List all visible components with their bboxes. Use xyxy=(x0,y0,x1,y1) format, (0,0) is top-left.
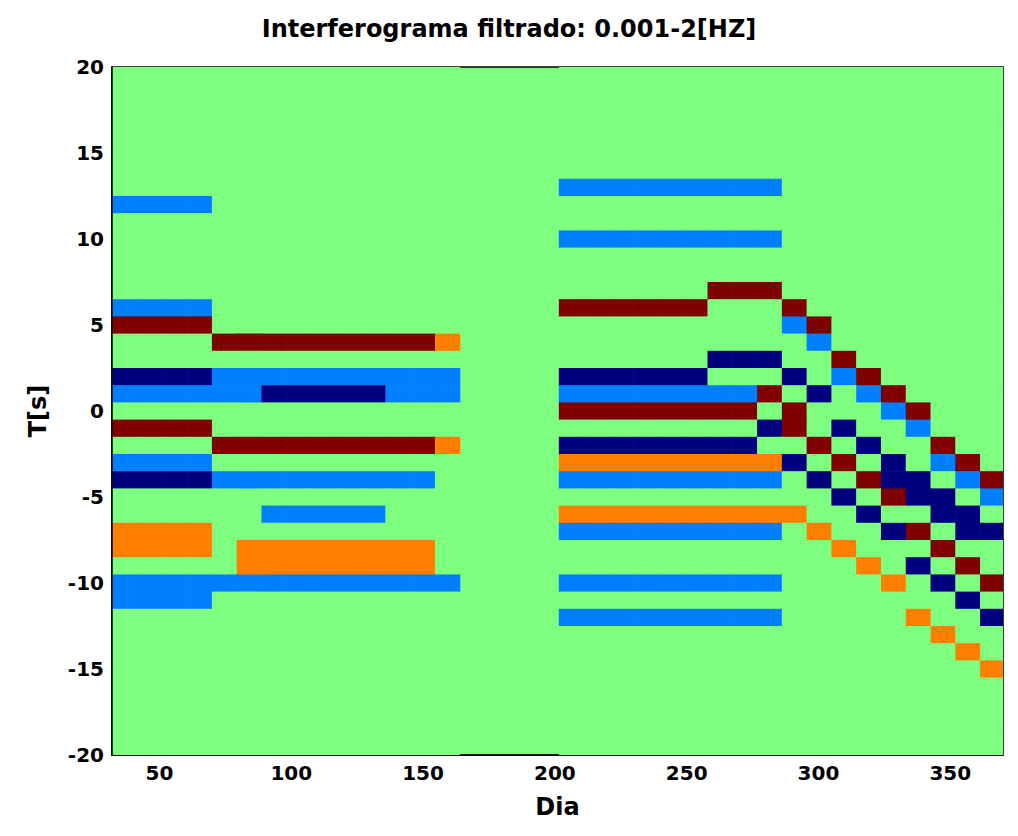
svg-text:350: 350 xyxy=(929,761,971,785)
svg-text:-10: -10 xyxy=(68,571,104,595)
svg-text:300: 300 xyxy=(798,761,840,785)
svg-text:-5: -5 xyxy=(82,485,104,509)
svg-text:5: 5 xyxy=(90,313,104,337)
svg-text:0: 0 xyxy=(90,399,104,423)
svg-text:150: 150 xyxy=(402,761,444,785)
svg-text:-15: -15 xyxy=(68,657,104,681)
svg-text:100: 100 xyxy=(270,761,312,785)
svg-text:Interferograma filtrado: 0.001: Interferograma filtrado: 0.001-2[HZ] xyxy=(262,15,757,43)
svg-text:-20: -20 xyxy=(68,743,104,767)
svg-text:10: 10 xyxy=(76,227,104,251)
svg-text:50: 50 xyxy=(146,761,174,785)
svg-text:20: 20 xyxy=(76,55,104,79)
svg-text:Dia: Dia xyxy=(535,793,579,821)
svg-text:T[s]: T[s] xyxy=(24,385,52,438)
svg-text:15: 15 xyxy=(76,141,104,165)
svg-text:250: 250 xyxy=(666,761,708,785)
svg-text:200: 200 xyxy=(534,761,576,785)
